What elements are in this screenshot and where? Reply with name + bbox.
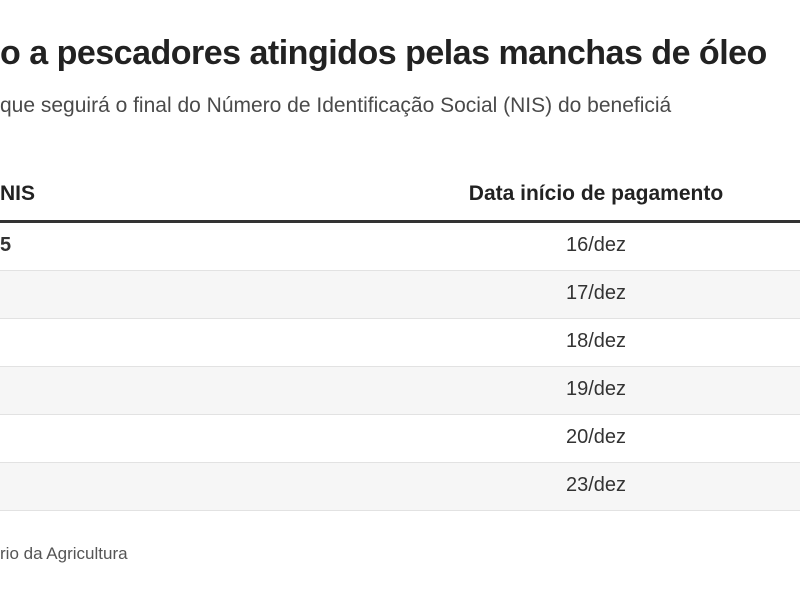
cell-date: 18/dez — [565, 330, 627, 352]
table-row: 20/dez — [0, 415, 800, 463]
cell-date: 19/dez — [565, 378, 627, 400]
header-start-date: Data início de pagamento — [468, 182, 724, 205]
cell-date: 23/dez — [565, 474, 627, 496]
table-row: 18/dez — [0, 319, 800, 367]
page-subtitle: que seguirá o final do Número de Identif… — [0, 94, 672, 117]
cell-date: 17/dez — [565, 282, 627, 304]
table-row: 23/dez — [0, 463, 800, 511]
payment-schedule-table: NIS Data início de pagamento 5 16/dez 17… — [0, 170, 800, 511]
page-title: o a pescadores atingidos pelas manchas d… — [0, 34, 767, 72]
source-note: rio da Agricultura — [0, 544, 128, 563]
table-header: NIS Data início de pagamento — [0, 170, 800, 223]
cell-date: 20/dez — [565, 426, 627, 448]
table-row: 17/dez — [0, 271, 800, 319]
cell-nis: 5 — [0, 234, 12, 256]
table-row: 19/dez — [0, 367, 800, 415]
header-nis: NIS — [0, 182, 36, 205]
table-row: 5 16/dez — [0, 223, 800, 271]
cell-date: 16/dez — [565, 234, 627, 256]
